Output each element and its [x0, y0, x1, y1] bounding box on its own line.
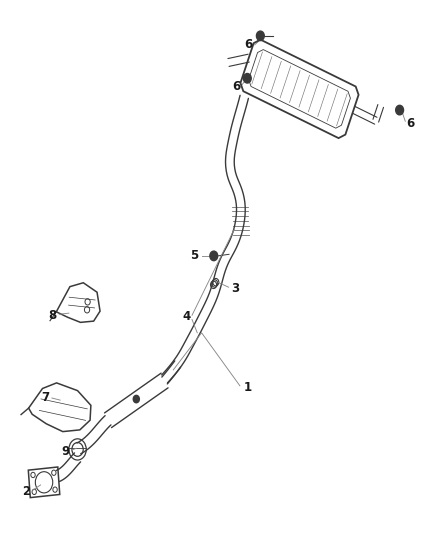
Text: 2: 2	[23, 486, 31, 498]
Text: 4: 4	[182, 310, 191, 324]
Circle shape	[210, 251, 218, 261]
Circle shape	[256, 31, 264, 41]
Text: 9: 9	[62, 445, 70, 457]
Text: 5: 5	[191, 249, 199, 262]
Text: 6: 6	[244, 38, 253, 51]
Text: 3: 3	[231, 282, 239, 295]
Text: 6: 6	[406, 117, 415, 130]
Circle shape	[396, 106, 403, 115]
Text: 1: 1	[243, 381, 251, 394]
Text: 6: 6	[232, 80, 240, 93]
Circle shape	[133, 395, 139, 403]
Circle shape	[244, 74, 251, 83]
Text: 8: 8	[49, 309, 57, 322]
Text: 7: 7	[42, 392, 50, 405]
